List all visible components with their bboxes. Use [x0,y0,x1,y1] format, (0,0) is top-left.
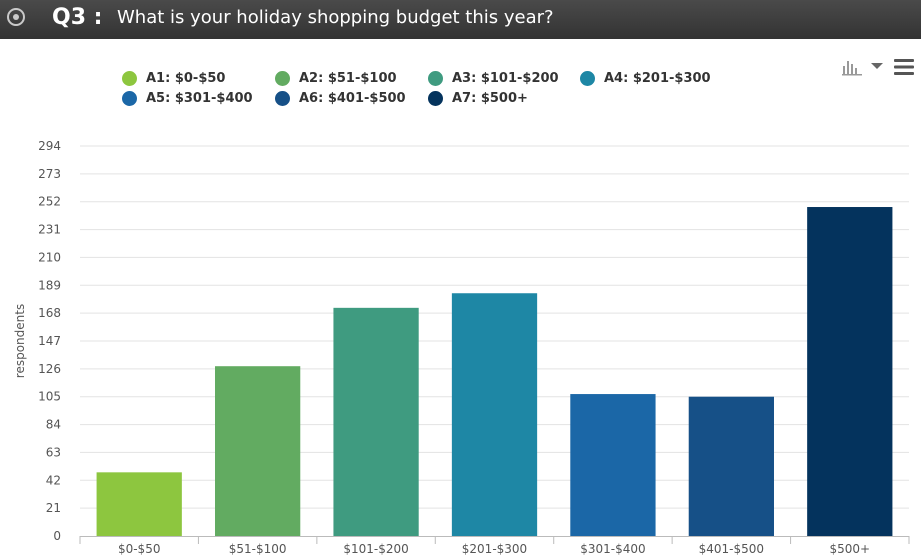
y-tick-label: 105 [38,390,61,404]
bar [215,366,301,536]
legend-marker [122,71,137,86]
question-text: What is your holiday shopping budget thi… [117,7,554,28]
y-tick-label: 231 [38,223,61,237]
y-tick-label: 273 [38,167,61,181]
x-tick-label: $201-$300 [462,542,527,556]
bar [570,394,656,536]
legend-item[interactable]: A1: $0-$50 [122,71,225,86]
y-tick-label: 252 [38,195,61,209]
legend-marker [580,71,595,86]
bar [96,472,182,536]
legend-marker [275,71,290,86]
legend-label: A5: $301-$400 [146,91,253,106]
question-number: Q3 : [52,5,103,30]
legend-item[interactable]: A3: $101-$200 [428,71,559,86]
bar [451,293,538,536]
y-axis-title: respondents [13,304,27,378]
legend-item[interactable]: A5: $301-$400 [122,91,253,106]
y-tick-label: 147 [38,334,61,348]
x-tick-label: $0-$50 [118,542,161,556]
radio-icon[interactable] [7,8,25,26]
bar [688,396,774,536]
y-tick-label: 21 [46,501,61,515]
bar-chart-icon[interactable] [842,58,862,76]
bar [333,307,419,536]
x-tick-label: $51-$100 [229,542,287,556]
hamburger-menu-icon[interactable] [893,57,915,77]
y-tick-label: 189 [38,278,61,292]
legend-marker [428,71,443,86]
legend-item[interactable]: A6: $401-$500 [275,91,406,106]
legend-label: A3: $101-$200 [452,71,559,86]
y-tick-label: 294 [38,139,61,153]
y-tick-label: 84 [46,418,61,432]
bar [807,207,893,537]
legend-label: A6: $401-$500 [299,91,406,106]
legend-label: A7: $500+ [452,91,528,106]
y-tick-label: 0 [53,529,61,543]
y-tick-label: 168 [38,306,61,320]
y-tick-label: 210 [38,250,61,264]
legend-label: A2: $51-$100 [299,71,397,86]
legend-marker [428,91,443,106]
x-tick-label: $500+ [829,542,870,556]
y-tick-label: 126 [38,362,61,376]
x-tick-label: $401-$500 [699,542,764,556]
legend-marker [275,91,290,106]
legend-marker [122,91,137,106]
question-header: Q3 : What is your holiday shopping budge… [0,0,921,39]
legend-item[interactable]: A2: $51-$100 [275,71,397,86]
legend-item[interactable]: A4: $201-$300 [580,71,711,86]
legend-label: A4: $201-$300 [604,71,711,86]
x-tick-label: $301-$400 [580,542,645,556]
y-tick-label: 42 [46,473,61,487]
dropdown-caret-icon[interactable] [870,61,884,71]
legend-item[interactable]: A7: $500+ [428,91,528,106]
y-tick-label: 63 [46,445,61,459]
legend-label: A1: $0-$50 [146,71,226,86]
x-tick-label: $101-$200 [343,542,408,556]
